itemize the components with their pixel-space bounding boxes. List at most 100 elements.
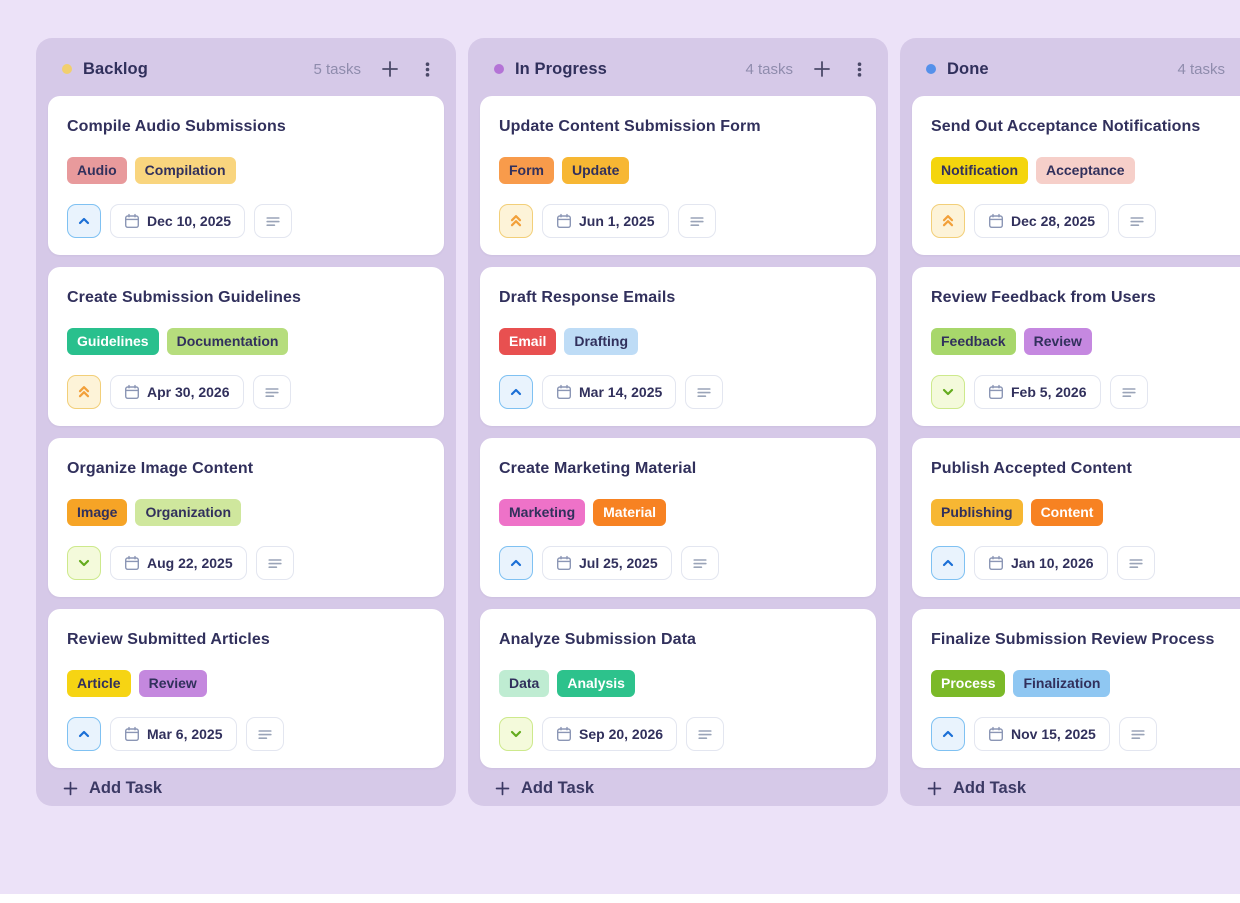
card-footer: Feb 5, 2026 xyxy=(931,375,1240,409)
task-card[interactable]: Create Submission Guidelines Guidelines D… xyxy=(48,267,444,426)
description-button[interactable] xyxy=(245,717,284,751)
add-task-label: Add Task xyxy=(521,778,595,797)
due-date-button[interactable]: Dec 10, 2025 xyxy=(110,204,246,238)
description-button[interactable] xyxy=(1118,204,1157,238)
tag-row: Data Analysis xyxy=(499,670,858,697)
task-card[interactable]: Analyze Submission Data Data Analysis Sep… xyxy=(480,609,876,768)
chevrons-up-icon xyxy=(940,213,956,229)
task-card[interactable]: Organize Image Content Image Organization… xyxy=(48,438,444,597)
description-button[interactable] xyxy=(252,375,291,409)
task-card[interactable]: Finalize Submission Review Process Proce… xyxy=(912,609,1240,768)
add-task-button[interactable]: Add Task xyxy=(480,770,876,806)
due-date-label: Dec 10, 2025 xyxy=(147,213,232,229)
priority-medium-button[interactable] xyxy=(67,717,101,751)
task-card[interactable]: Review Submitted Articles Article Review … xyxy=(48,609,444,768)
column-menu-button[interactable] xyxy=(419,61,436,78)
chevron-up-icon xyxy=(76,213,92,229)
description-button[interactable] xyxy=(677,204,716,238)
tag-badge: Drafting xyxy=(564,328,639,355)
add-task-button[interactable]: Add Task xyxy=(48,770,444,806)
description-button[interactable] xyxy=(680,546,719,580)
bottom-strip xyxy=(0,894,1240,903)
column-menu-button[interactable] xyxy=(851,61,868,78)
description-button[interactable] xyxy=(686,717,725,751)
task-title: Review Submitted Articles xyxy=(67,631,270,648)
description-lines-icon xyxy=(697,726,713,742)
task-card[interactable]: Update Content Submission Form Form Updat… xyxy=(480,96,876,255)
add-task-button[interactable]: Add Task xyxy=(912,770,1240,806)
due-date-button[interactable]: Jun 1, 2025 xyxy=(542,204,669,238)
task-card[interactable]: Create Marketing Material Marketing Mater… xyxy=(480,438,876,597)
card-footer: Apr 30, 2026 xyxy=(67,375,426,409)
priority-medium-button[interactable] xyxy=(931,546,965,580)
add-task-icon-button[interactable] xyxy=(812,59,832,79)
tag-badge: Audio xyxy=(67,157,127,184)
card-footer: Jan 10, 2026 xyxy=(931,546,1240,580)
task-card[interactable]: Draft Response Emails Email Drafting Mar … xyxy=(480,267,876,426)
tag-badge: Marketing xyxy=(499,499,586,526)
priority-medium-button[interactable] xyxy=(931,717,965,751)
due-date-button[interactable]: Jul 25, 2025 xyxy=(542,546,672,580)
description-button[interactable] xyxy=(685,375,724,409)
column-task-count: 5 tasks xyxy=(313,60,361,78)
kanban-column: Done 4 tasks Send Out Acceptance Notific… xyxy=(900,38,1240,806)
chevron-up-icon xyxy=(508,384,524,400)
task-title: Organize Image Content xyxy=(67,460,254,477)
task-card[interactable]: Compile Audio Submissions Audio Compilati… xyxy=(48,96,444,255)
description-lines-icon xyxy=(267,555,283,571)
priority-medium-button[interactable] xyxy=(67,204,101,238)
column-header: Done 4 tasks xyxy=(912,38,1240,96)
due-date-button[interactable]: Sep 20, 2026 xyxy=(542,717,678,751)
due-date-button[interactable]: Dec 28, 2025 xyxy=(974,204,1110,238)
tag-badge: Process xyxy=(931,670,1006,697)
description-button[interactable] xyxy=(254,204,293,238)
card-footer: Jul 25, 2025 xyxy=(499,546,858,580)
tag-row: Feedback Review xyxy=(931,328,1240,355)
priority-high-button[interactable] xyxy=(931,204,965,238)
tag-badge: Article xyxy=(67,670,131,697)
description-button[interactable] xyxy=(1118,717,1157,751)
priority-high-button[interactable] xyxy=(67,375,101,409)
priority-high-button[interactable] xyxy=(499,204,533,238)
card-footer: Aug 22, 2025 xyxy=(67,546,426,580)
add-task-icon-button[interactable] xyxy=(380,59,400,79)
due-date-button[interactable]: Nov 15, 2025 xyxy=(974,717,1110,751)
priority-low-button[interactable] xyxy=(931,375,965,409)
task-card[interactable]: Send Out Acceptance Notifications Notifi… xyxy=(912,96,1240,255)
priority-low-button[interactable] xyxy=(499,717,533,751)
calendar-icon xyxy=(988,726,1004,742)
description-button[interactable] xyxy=(255,546,294,580)
column-task-count: 4 tasks xyxy=(1177,60,1225,78)
description-lines-icon xyxy=(1129,213,1145,229)
description-lines-icon xyxy=(696,384,712,400)
card-footer: Nov 15, 2025 xyxy=(931,717,1240,751)
chevrons-up-icon xyxy=(508,213,524,229)
task-card[interactable]: Publish Accepted Content Publishing Conte… xyxy=(912,438,1240,597)
priority-low-button[interactable] xyxy=(67,546,101,580)
due-date-label: Mar 6, 2025 xyxy=(147,726,223,742)
due-date-button[interactable]: Jan 10, 2026 xyxy=(974,546,1108,580)
due-date-button[interactable]: Feb 5, 2026 xyxy=(974,375,1101,409)
task-title: Draft Response Emails xyxy=(499,289,676,306)
description-lines-icon xyxy=(1128,555,1144,571)
task-card[interactable]: Review Feedback from Users Feedback Revie… xyxy=(912,267,1240,426)
priority-medium-button[interactable] xyxy=(499,375,533,409)
kanban-board: Backlog 5 tasks Compile Audio Submission… xyxy=(36,38,1240,806)
due-date-button[interactable]: Aug 22, 2025 xyxy=(110,546,247,580)
due-date-button[interactable]: Mar 6, 2025 xyxy=(110,717,237,751)
priority-medium-button[interactable] xyxy=(499,546,533,580)
description-button[interactable] xyxy=(1109,375,1148,409)
chevrons-up-icon xyxy=(76,384,92,400)
due-date-button[interactable]: Apr 30, 2026 xyxy=(110,375,244,409)
add-task-label: Add Task xyxy=(953,778,1027,797)
tag-badge: Review xyxy=(138,670,207,697)
tag-badge: Data xyxy=(499,670,550,697)
chevron-up-icon xyxy=(508,555,524,571)
description-button[interactable] xyxy=(1116,546,1155,580)
card-footer: Mar 6, 2025 xyxy=(67,717,426,751)
description-lines-icon xyxy=(1121,384,1137,400)
due-date-button[interactable]: Mar 14, 2025 xyxy=(542,375,677,409)
tag-badge: Image xyxy=(67,499,128,526)
add-task-label: Add Task xyxy=(89,778,163,797)
kanban-column: In Progress 4 tasks Update Content Submi… xyxy=(468,38,888,806)
